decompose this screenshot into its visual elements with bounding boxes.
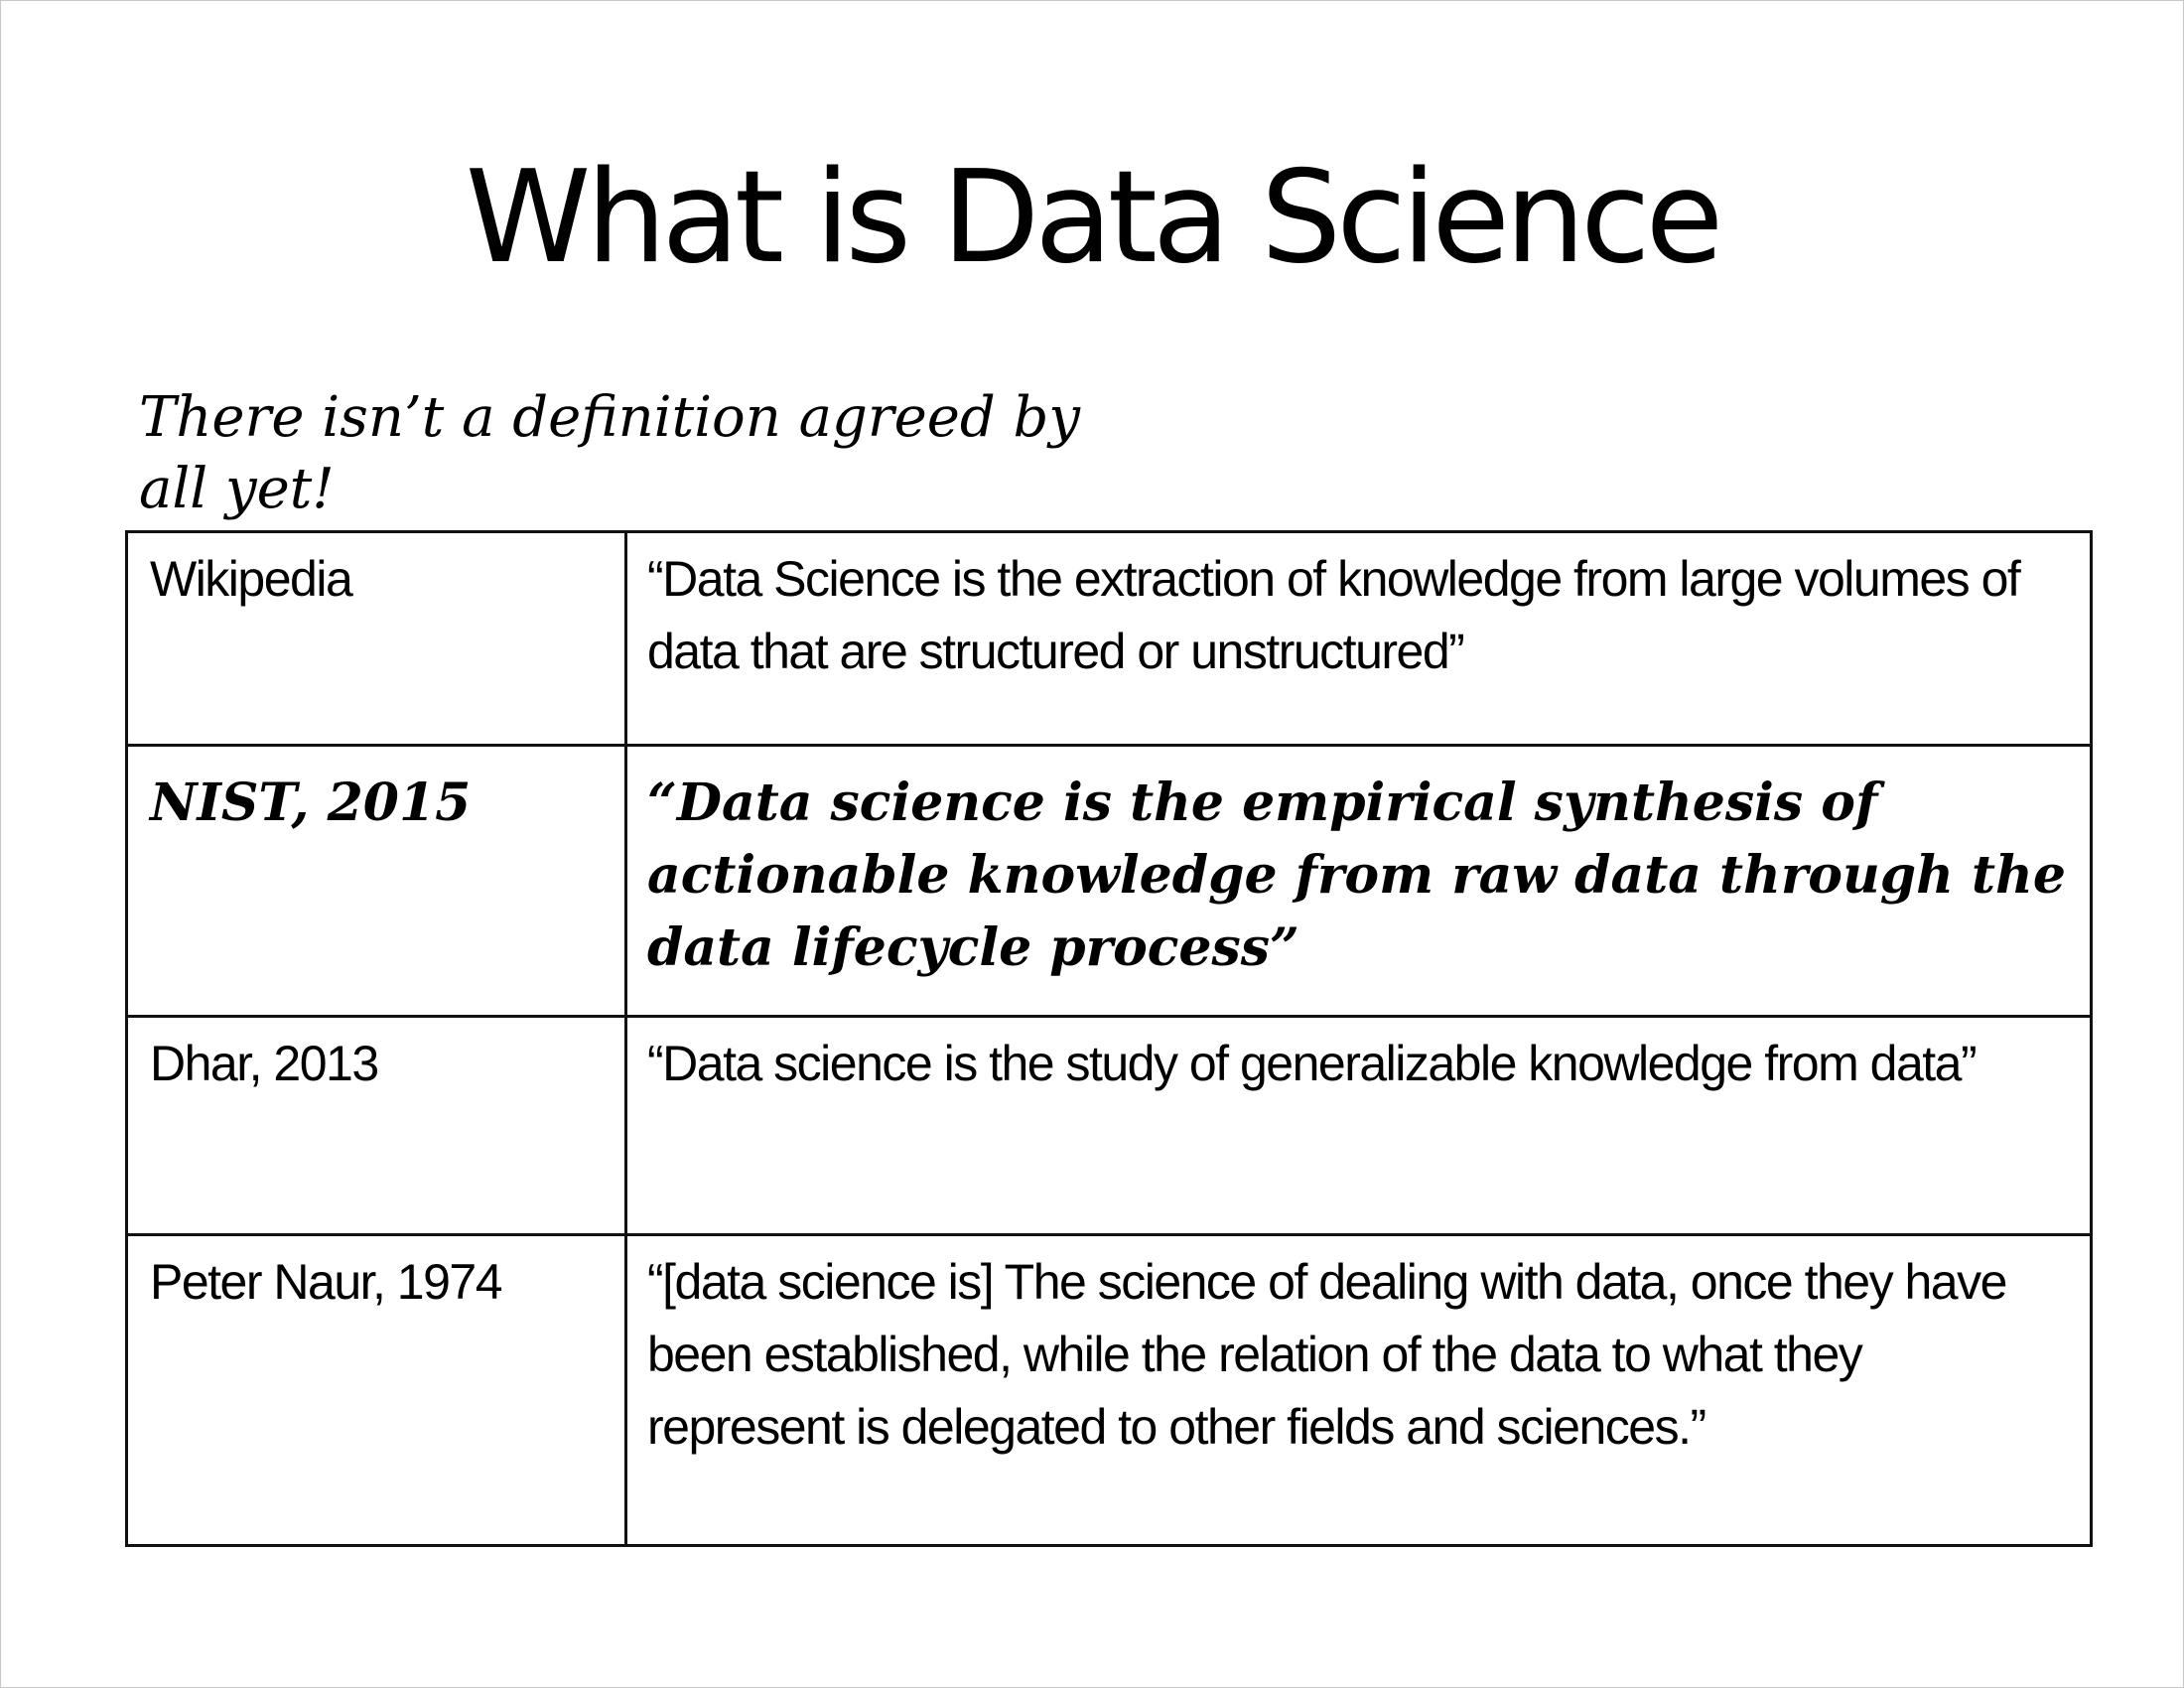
definition-quote: “Data science is the study of generaliza… — [624, 1015, 2093, 1236]
definition-quote: “Data science is the empirical synthesis… — [624, 744, 2093, 1018]
subtitle-line-2: all yet! — [139, 457, 335, 521]
table-row: Wikipedia “Data Science is the extractio… — [125, 530, 2093, 747]
definition-source: Peter Naur, 1974 — [125, 1233, 627, 1547]
definition-quote: “Data Science is the extraction of knowl… — [624, 530, 2093, 747]
slide-title: What is Data Science — [465, 144, 1723, 292]
definition-quote: “[data science is] The science of dealin… — [624, 1233, 2093, 1547]
definition-source: Dhar, 2013 — [125, 1015, 627, 1236]
definition-source: Wikipedia — [125, 530, 627, 747]
definition-source: NIST, 2015 — [125, 744, 627, 1018]
subtitle-line-1: There isn’t a definition agreed by — [139, 385, 1081, 450]
table-row: Dhar, 2013 “Data science is the study of… — [125, 1015, 2093, 1236]
table-row: Peter Naur, 1974 “[data science is] The … — [125, 1233, 2093, 1547]
table-row: NIST, 2015 “Data science is the empirica… — [125, 744, 2093, 1018]
definitions-table: Wikipedia “Data Science is the extractio… — [125, 530, 2093, 1547]
slide-subtitle: There isn’t a definition agreed by all y… — [139, 382, 1231, 525]
